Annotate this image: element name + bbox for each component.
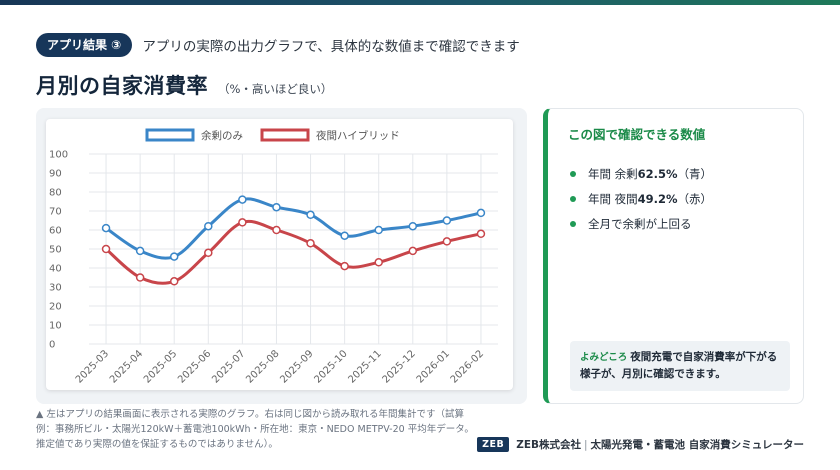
y-tick-label: 10 <box>49 321 62 332</box>
info-title: この図で確認できる数値 <box>568 127 706 142</box>
bullet-dot-icon <box>570 195 576 202</box>
x-tick-label: 2025-09 <box>278 348 315 385</box>
legend-swatch <box>145 128 195 142</box>
data-point <box>204 248 213 258</box>
brand-logo: ZEB <box>477 437 510 452</box>
legend-swatch <box>260 128 310 142</box>
y-tick-label: 40 <box>49 264 62 275</box>
data-point <box>340 231 349 240</box>
footnote: ▲ 左はアプリの結果画面に表示される実際のグラフ。右は同じ図から読み取れる年間集… <box>36 409 474 450</box>
bullet-prefix: 全月で余剰が上回る <box>588 216 692 231</box>
y-tick-label: 30 <box>49 283 62 294</box>
data-point <box>169 277 179 286</box>
brand-product: 太陽光発電・蓄電池 自家消費シミュレーター <box>590 439 804 451</box>
info-card: この図で確認できる数値 年間 余剰 62.5% （青） 年間 夜間 49.2% … <box>543 108 804 404</box>
section-header: アプリ結果 ③ アプリの実際の出力グラフで、具体的な数値まで確認できます <box>36 33 520 57</box>
tip-text: 夜間充電で自家消費率が下がる様子が、月別に確認できます。 <box>580 351 778 380</box>
brand-separator: | <box>584 439 588 451</box>
x-tick-label: 2025-11 <box>346 348 383 385</box>
y-tick-label: 20 <box>49 302 62 313</box>
y-tick-label: 0 <box>49 340 55 351</box>
bullet-value: 62.5% <box>637 166 678 181</box>
brand-footer: ZEB ZEB株式会社 | 太陽光発電・蓄電池 自家消費シミュレーター <box>477 437 804 452</box>
chart-card <box>46 119 513 390</box>
y-tick-label: 80 <box>49 188 62 199</box>
y-tick-label: 90 <box>49 169 62 180</box>
title-row: 月別の自家消費率 （%・高いほど良い） <box>36 70 332 100</box>
bullet-dot-icon <box>570 170 576 177</box>
data-point <box>306 210 315 220</box>
data-point <box>476 229 486 239</box>
x-tick-label: 2025-12 <box>381 348 418 385</box>
data-point <box>306 239 315 248</box>
data-point <box>340 261 349 271</box>
page-title: 月別の自家消費率 <box>36 74 208 98</box>
tip-label: よみどころ <box>580 352 628 363</box>
x-tick-label: 2025-07 <box>210 348 247 385</box>
x-tick-label: 2025-06 <box>176 348 213 385</box>
bullet-surplus: 年間 余剰 62.5% （青） <box>570 161 712 186</box>
section-subtitle: アプリの実際の出力グラフで、具体的な数値まで確認できます <box>142 39 520 55</box>
y-tick-label: 60 <box>49 226 62 237</box>
bullet-prefix: 年間 夜間 <box>588 191 638 206</box>
tip-box: よみどころ 夜間充電で自家消費率が下がる様子が、月別に確認できます。 <box>570 341 790 391</box>
x-tick-label: 2025-05 <box>142 348 179 385</box>
top-accent-bar <box>0 0 840 5</box>
brand-company: ZEB株式会社 <box>516 439 581 451</box>
data-point <box>238 218 247 227</box>
line-chart: 01020304050607080901002025-032025-042025… <box>49 128 498 386</box>
data-point <box>238 195 247 204</box>
data-point <box>135 273 145 282</box>
data-point <box>169 252 179 261</box>
data-point <box>442 216 452 225</box>
data-point <box>374 225 383 235</box>
legend-label: 余剰のみ <box>201 129 243 142</box>
data-point <box>476 208 486 218</box>
data-point <box>272 202 281 212</box>
y-tick-label: 70 <box>49 207 62 218</box>
data-point <box>272 225 281 235</box>
bullet-prefix: 年間 余剰 <box>588 166 638 181</box>
title-note: （%・高いほど良い） <box>218 82 333 96</box>
x-tick-label: 2025-10 <box>312 348 349 385</box>
x-tick-label: 2025-08 <box>244 348 281 385</box>
bullet-suffix: （青） <box>677 166 713 181</box>
bullet-value: 49.2% <box>637 191 678 206</box>
y-tick-label: 100 <box>49 150 68 161</box>
bullet-dot-icon <box>570 220 576 227</box>
info-bullets: 年間 余剰 62.5% （青） 年間 夜間 49.2% （赤） 全月で余剰が上回… <box>570 161 712 236</box>
bullet-suffix: （赤） <box>677 191 713 206</box>
data-point <box>408 221 418 231</box>
x-tick-label: 2025-04 <box>108 348 145 385</box>
data-point <box>101 244 111 254</box>
x-tick-label: 2026-01 <box>415 348 452 385</box>
data-point <box>374 258 383 267</box>
bullet-all-months: 全月で余剰が上回る <box>570 211 712 236</box>
bullet-night: 年間 夜間 49.2% （赤） <box>570 186 712 211</box>
legend-label: 夜間ハイブリッド <box>316 129 400 142</box>
x-tick-label: 2025-03 <box>74 348 111 385</box>
y-tick-label: 50 <box>49 245 62 256</box>
data-point <box>204 221 213 231</box>
data-point <box>135 246 145 256</box>
data-point <box>408 246 418 256</box>
x-tick-label: 2026-02 <box>449 348 486 385</box>
section-badge: アプリ結果 ③ <box>36 33 133 57</box>
data-point <box>442 237 452 246</box>
series-line <box>105 219 482 285</box>
data-point <box>101 223 111 233</box>
brand-text: ZEB株式会社 | 太陽光発電・蓄電池 自家消費シミュレーター <box>516 437 804 452</box>
